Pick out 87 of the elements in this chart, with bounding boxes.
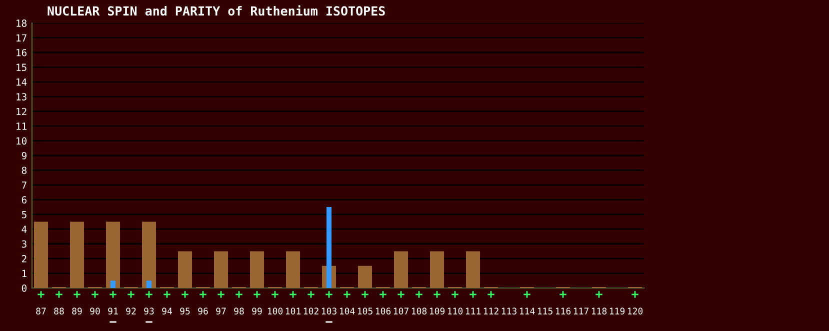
- data-label: +: [38, 291, 44, 298]
- y-tick-label: 6: [22, 196, 27, 204]
- data-label: +: [344, 291, 350, 298]
- x-tick-label: 94: [162, 308, 172, 314]
- y-tick-label: 11: [16, 122, 26, 130]
- data-label: +: [128, 291, 134, 298]
- x-tick-label: 98: [234, 308, 244, 314]
- data-label: +: [416, 291, 422, 298]
- x-tick-label: 96: [198, 308, 208, 314]
- y-tick-label: 9: [22, 152, 26, 160]
- x-tick-label: 87: [36, 308, 46, 314]
- y-tick-label: 1: [22, 270, 26, 277]
- x-tick-label: 106: [376, 308, 391, 314]
- data-label: +: [362, 291, 368, 298]
- x-tick-label: 89: [72, 308, 82, 314]
- data-label: +: [182, 291, 188, 298]
- y-tick-label: 7: [22, 182, 26, 189]
- data-label: +: [164, 291, 170, 298]
- data-label: +: [272, 291, 278, 298]
- data-label: +: [236, 291, 242, 298]
- x-tick-label: 118: [592, 308, 607, 314]
- x-tick-label: 119: [610, 308, 625, 314]
- x-tick-label: 99: [252, 308, 262, 314]
- x-tick-label: 100: [268, 308, 283, 314]
- x-tick-label: 117: [574, 308, 588, 314]
- y-tick-label: 17: [16, 34, 26, 42]
- data-label: +: [326, 291, 332, 298]
- y-tick-label: 4: [22, 226, 27, 233]
- x-tick-label: 92: [126, 308, 136, 314]
- data-label: +: [452, 291, 458, 298]
- data-label: +: [524, 291, 530, 298]
- y-tick-label: 15: [16, 64, 26, 72]
- data-label: −: [146, 321, 152, 323]
- x-tick-label: 112: [484, 308, 498, 314]
- data-label: +: [470, 291, 476, 298]
- x-tick-label: 116: [556, 308, 571, 314]
- x-tick-label: 91: [108, 308, 118, 314]
- data-label: +: [74, 291, 80, 298]
- x-tick-label: 103: [322, 308, 336, 314]
- x-tick-label: 115: [538, 308, 552, 314]
- data-label: +: [596, 291, 602, 298]
- x-tick-label: 105: [358, 308, 372, 314]
- x-tick-label: 110: [448, 308, 463, 314]
- y-tick-label: 0: [22, 284, 27, 292]
- x-tick-label: 102: [304, 308, 318, 314]
- y-tick-label: 3: [22, 240, 26, 248]
- y-tick-label: 16: [16, 48, 27, 56]
- x-tick-label: 109: [430, 308, 445, 314]
- data-label: +: [218, 291, 224, 298]
- x-tick-label: 114: [520, 308, 535, 314]
- data-label: +: [56, 291, 62, 298]
- data-label: +: [290, 291, 296, 298]
- x-tick-label: 101: [286, 308, 301, 314]
- data-label: +: [398, 291, 404, 298]
- x-tick-label: 111: [466, 308, 481, 314]
- x-tick-label: 113: [502, 308, 516, 314]
- data-label: +: [146, 291, 152, 298]
- data-label: +: [434, 291, 440, 298]
- data-label: −: [326, 321, 332, 323]
- x-tick-label: 97: [216, 308, 226, 314]
- x-tick-label: 88: [54, 308, 64, 314]
- x-tick-label: 93: [144, 308, 154, 314]
- y-tick-label: 18: [16, 20, 27, 27]
- x-tick-label: 90: [90, 308, 100, 314]
- data-label: +: [254, 291, 260, 298]
- y-tick-label: 14: [16, 78, 27, 86]
- data-label: +: [308, 291, 314, 298]
- y-tick-label: 10: [16, 137, 27, 145]
- data-label: −: [110, 321, 116, 323]
- y-tick-label: 5: [22, 211, 26, 218]
- data-label: +: [380, 291, 386, 298]
- y-tick-label: 12: [16, 108, 26, 116]
- y-tick-label: 8: [22, 166, 27, 174]
- data-label: +: [110, 291, 116, 298]
- x-tick-label: 120: [628, 308, 643, 314]
- y-tick-label: 2: [22, 255, 26, 262]
- x-tick-label: 95: [180, 308, 190, 314]
- x-tick-label: 107: [394, 308, 408, 314]
- data-label: +: [632, 291, 638, 298]
- x-tick-label: 104: [340, 308, 355, 314]
- y-tick-label: 13: [16, 93, 26, 100]
- data-label: +: [200, 291, 206, 298]
- data-label: +: [92, 291, 98, 298]
- data-label: +: [560, 291, 566, 298]
- x-tick-label: 108: [412, 308, 427, 314]
- data-label: +: [488, 291, 494, 298]
- chart-title: NUCLEAR SPIN and PARITY of Ruthenium ISOTOPES: [48, 5, 385, 16]
